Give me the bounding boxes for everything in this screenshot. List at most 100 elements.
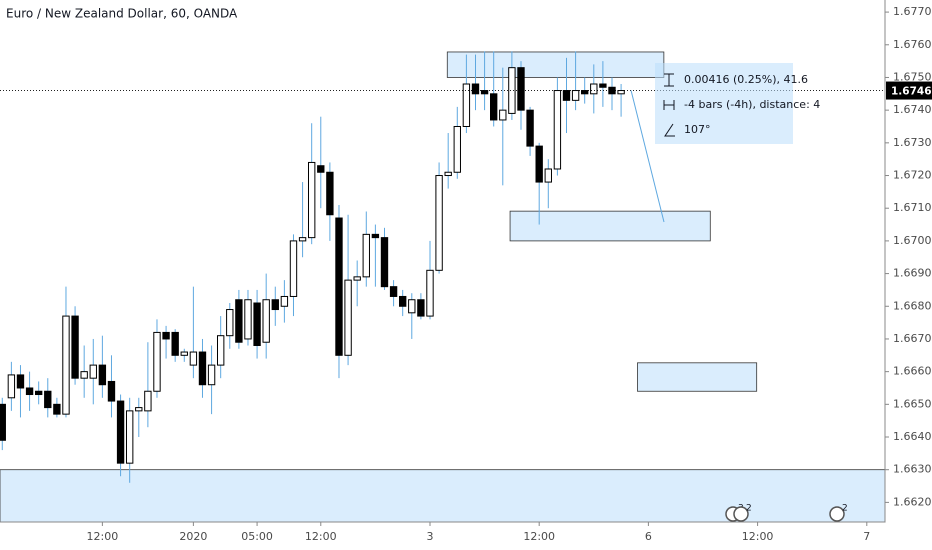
candle-body bbox=[617, 90, 625, 95]
x-tick-label: 12:00 bbox=[305, 530, 337, 543]
y-tick-label: 1.66800 bbox=[893, 299, 932, 312]
candle-body bbox=[144, 390, 152, 412]
x-tick-label: 05:00 bbox=[241, 530, 273, 543]
y-tick-label: 1.66700 bbox=[893, 332, 932, 345]
candle-body bbox=[535, 145, 543, 183]
candle-body bbox=[517, 67, 525, 111]
candle-body bbox=[471, 83, 480, 95]
candle-body bbox=[235, 299, 243, 343]
candle-body bbox=[317, 165, 325, 173]
candle-body bbox=[599, 83, 607, 88]
measure-box bbox=[655, 63, 793, 144]
candle-body bbox=[480, 90, 489, 95]
candle-body bbox=[98, 364, 107, 386]
candle-body bbox=[544, 168, 552, 183]
candle-body bbox=[581, 90, 589, 95]
candle-body bbox=[80, 371, 88, 379]
candle-body bbox=[71, 315, 79, 379]
event-badge bbox=[829, 506, 845, 522]
candle-body bbox=[417, 299, 425, 317]
y-tick-label: 1.66200 bbox=[893, 495, 932, 508]
measure-text: 107° bbox=[684, 123, 711, 136]
candle-body bbox=[107, 380, 116, 402]
candle-body bbox=[526, 109, 534, 147]
y-tick-label: 1.66600 bbox=[893, 365, 932, 378]
candle-body bbox=[271, 299, 279, 311]
zone bbox=[637, 362, 758, 392]
candle-body bbox=[298, 237, 307, 242]
candle-body bbox=[216, 335, 225, 366]
x-tick-label: 2020 bbox=[179, 530, 207, 543]
last-price-box bbox=[886, 81, 932, 100]
candle-body bbox=[53, 403, 61, 415]
x-tick-label: 7 bbox=[863, 530, 870, 543]
y-tick-label: 1.66500 bbox=[893, 397, 932, 410]
candle-body bbox=[89, 364, 97, 379]
zone bbox=[509, 210, 711, 242]
candle-body bbox=[362, 233, 370, 278]
candle-body bbox=[253, 302, 261, 346]
measure-line bbox=[630, 90, 665, 223]
x-tick-label: 3 bbox=[426, 530, 433, 543]
candle-body bbox=[453, 125, 461, 173]
candle-body bbox=[353, 276, 361, 281]
candle-body bbox=[34, 390, 43, 396]
candle-body bbox=[326, 171, 334, 216]
x-tick-label: 12:00 bbox=[742, 530, 774, 543]
y-tick-label: 1.66900 bbox=[893, 267, 932, 280]
measure-icon bbox=[664, 123, 675, 137]
candle-body bbox=[62, 315, 70, 415]
candle-body bbox=[162, 331, 170, 340]
candle-body bbox=[116, 400, 125, 464]
candle-body bbox=[553, 90, 562, 170]
y-tick-label: 1.67000 bbox=[893, 234, 932, 247]
candle-body bbox=[399, 295, 407, 307]
y-tick-label: 1.67700 bbox=[893, 5, 932, 18]
candle-body bbox=[307, 161, 316, 239]
measure-icon bbox=[664, 73, 674, 87]
x-tick-label: 12:00 bbox=[87, 530, 119, 543]
candle-body bbox=[135, 407, 143, 412]
chart-title: Euro / New Zealand Dollar, 60, OANDA bbox=[6, 7, 238, 21]
candle-body bbox=[435, 175, 443, 271]
candle-body bbox=[125, 410, 134, 464]
candle-body bbox=[389, 286, 398, 297]
candle-body bbox=[499, 109, 507, 121]
candle-body bbox=[280, 295, 289, 307]
candle-body bbox=[153, 331, 161, 392]
y-tick-label: 1.67400 bbox=[893, 103, 932, 116]
zone bbox=[0, 469, 886, 523]
measure-icon bbox=[663, 100, 675, 110]
candle-body bbox=[189, 351, 198, 366]
candle-body bbox=[371, 233, 380, 239]
y-tick-label: 1.67600 bbox=[893, 38, 932, 51]
candle-body bbox=[335, 217, 343, 356]
candle-body bbox=[444, 171, 452, 177]
event-badge-label: 2 bbox=[842, 504, 848, 514]
candle-body bbox=[16, 374, 25, 389]
candle-body bbox=[490, 93, 498, 121]
x-tick-label: 12:00 bbox=[523, 530, 555, 543]
candle-body bbox=[289, 240, 298, 297]
candle-body bbox=[244, 299, 252, 340]
event-badge-label: 2 bbox=[746, 504, 752, 514]
y-tick-label: 1.66400 bbox=[893, 430, 932, 443]
candle-body bbox=[571, 90, 580, 101]
measure-text: -4 bars (-4h), distance: 4 bbox=[684, 98, 820, 111]
y-tick-label: 1.66300 bbox=[893, 463, 932, 476]
candle-body bbox=[198, 351, 207, 386]
candle-body bbox=[408, 299, 416, 314]
candle-body bbox=[508, 67, 516, 114]
candle-body bbox=[171, 331, 179, 356]
candle-body bbox=[7, 374, 16, 399]
candle-body bbox=[0, 403, 6, 441]
candle-body bbox=[44, 390, 52, 409]
candle-body bbox=[380, 237, 389, 288]
candle-body bbox=[590, 83, 598, 95]
candle-body bbox=[180, 351, 188, 356]
candle-body bbox=[207, 364, 216, 386]
candle-body bbox=[462, 83, 471, 127]
x-tick-label: 6 bbox=[645, 530, 652, 543]
